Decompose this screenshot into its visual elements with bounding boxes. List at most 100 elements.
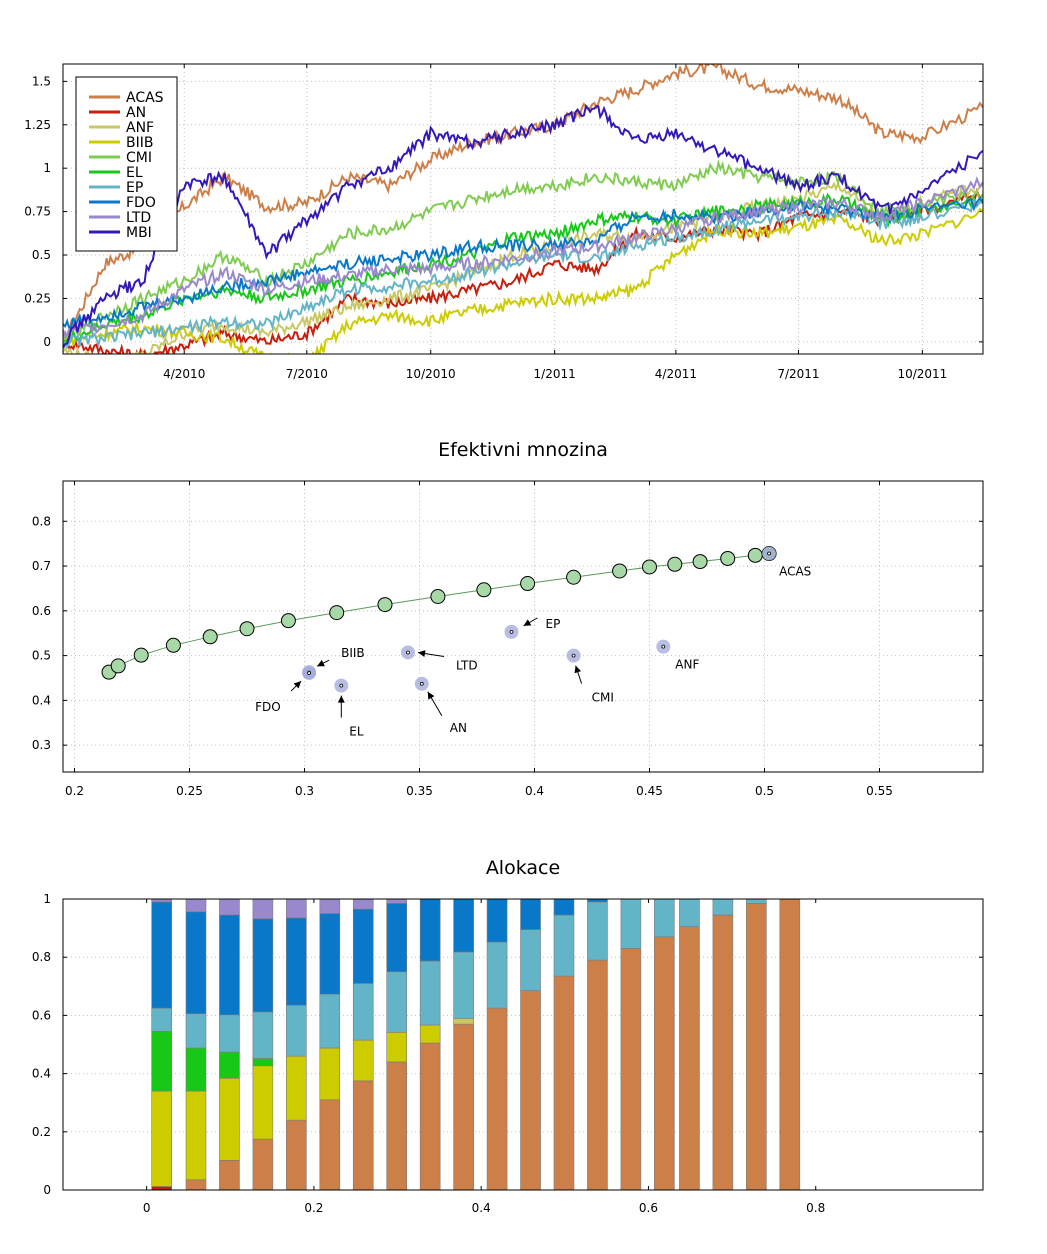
bar-segment-acas <box>286 1119 307 1191</box>
chart2-x-tick-label: 0.4 <box>525 784 544 798</box>
bar-segment-acas <box>386 1061 408 1191</box>
annotation-label-ltd: LTD <box>456 658 478 672</box>
bar-segment-ltd <box>286 898 307 919</box>
frontier-point <box>612 563 628 579</box>
annotation-arrowhead-biib <box>317 659 325 667</box>
frontier-point <box>642 559 657 575</box>
chart2-x-tick-label: 0.5 <box>755 784 774 798</box>
series-line-fdo <box>63 196 983 331</box>
bar-segment-ep <box>620 898 642 949</box>
asset-point-center-ep <box>509 629 514 634</box>
chart3-frame <box>62 898 984 1191</box>
bar-segment-fdo <box>151 901 172 1009</box>
frontier-point <box>747 547 763 563</box>
chart3-y-tick-label: 0.4 <box>32 1067 51 1081</box>
legend-label-cmi: CMI <box>126 150 152 166</box>
bar-segment-fdo <box>319 913 341 995</box>
bar-segment-ep <box>712 898 734 916</box>
chart1-frame <box>62 63 984 355</box>
chart2-x-tick-label: 0.45 <box>636 784 663 798</box>
asset-point-center-fdo <box>307 671 312 675</box>
bar-segment-fdo <box>419 898 441 962</box>
annotation-arrowhead-el <box>337 695 345 703</box>
chart1-y-tick-label: 0.5 <box>32 248 51 262</box>
bar-segment-ep <box>252 1011 274 1059</box>
chart1-y-tick-label: 0.75 <box>24 205 51 219</box>
legend-label-ltd: LTD <box>126 210 151 226</box>
chart2-title: Efektivni mnozina <box>438 439 608 461</box>
bar-segment-ltd <box>219 898 240 916</box>
chart1-y-tick-label: 0 <box>43 335 51 349</box>
chart2-y-tick-label: 0.5 <box>32 649 51 663</box>
bar-segment-ltd <box>319 898 341 914</box>
series-line-ep <box>63 196 983 350</box>
frontier-point <box>110 658 126 674</box>
frontier-point <box>692 554 708 570</box>
bar-segment-ep <box>453 951 474 1019</box>
bar-segment-ep <box>587 901 608 961</box>
bar-segment-ltd <box>185 898 207 913</box>
annotation-label-an: AN <box>450 721 467 735</box>
bar-segment-ltd <box>252 898 274 920</box>
chart3-x-tick-label: 0.6 <box>639 1201 658 1215</box>
chart3-x-tick-label: 0 <box>143 1201 151 1215</box>
bar-segment-acas <box>746 903 767 1191</box>
bar-segment-el <box>252 1058 274 1067</box>
frontier-point <box>566 569 582 585</box>
bar-segment-ep <box>151 1007 172 1032</box>
bar-segment-ep <box>386 971 408 1033</box>
bar-segment-acas <box>219 1160 240 1191</box>
frontier-point <box>430 589 446 605</box>
chart3-x-tick-label: 0.4 <box>472 1201 491 1215</box>
legend-label-fdo: FDO <box>126 195 156 211</box>
frontier-point <box>202 629 218 645</box>
series-line-acas <box>63 64 983 343</box>
bar-segment-acas <box>679 926 700 1191</box>
annotation-arrowhead-an <box>427 691 435 700</box>
legend-label-acas: ACAS <box>126 90 164 106</box>
chart3-y-tick-label: 0 <box>43 1183 51 1197</box>
chart1-x-tick-label: 7/2011 <box>777 367 819 381</box>
asset-point-center-el <box>339 683 344 688</box>
bar-segment-ep <box>286 1004 307 1057</box>
chart2-y-tick-label: 0.3 <box>32 738 51 752</box>
chart1-y-tick-label: 0.25 <box>24 291 51 305</box>
bar-segment-biib <box>185 1090 207 1181</box>
annotation-label-cmi: CMI <box>592 691 614 705</box>
bar-segment-el <box>219 1051 240 1079</box>
chart1-x-tick-label: 4/2011 <box>655 367 697 381</box>
bar-segment-biib <box>352 1039 374 1082</box>
frontier-point <box>476 582 492 598</box>
chart1-x-tick-label: 10/2011 <box>897 367 947 381</box>
bar-segment-ep <box>654 898 675 938</box>
chart2-y-tick-label: 0.8 <box>32 514 51 528</box>
frontier-point <box>280 613 296 629</box>
legend-label-anf: ANF <box>126 120 154 136</box>
legend-label-biib: BIIB <box>126 135 153 151</box>
bar-segment-anf <box>453 1018 474 1025</box>
bar-segment-ltd <box>352 898 374 910</box>
frontier-point <box>520 576 536 592</box>
annotation-arrowhead-fdo <box>293 681 302 689</box>
bar-segment-acas <box>486 1007 508 1191</box>
chart2-x-tick-label: 0.55 <box>866 784 893 798</box>
chart2-x-tick-label: 0.25 <box>176 784 203 798</box>
bar-segment-ep <box>419 960 441 1026</box>
chart2-y-tick-label: 0.4 <box>32 693 51 707</box>
bar-segment-acas <box>553 975 575 1191</box>
annotation-arrowhead-ep <box>523 619 532 626</box>
chart3-y-tick-label: 0.8 <box>32 950 51 964</box>
chart2-frame <box>62 480 984 773</box>
chart2-y-tick-label: 0.6 <box>32 604 51 618</box>
bar-segment-ep <box>352 983 374 1041</box>
bar-segment-acas <box>779 898 801 1191</box>
frontier-point <box>667 556 683 572</box>
bar-segment-fdo <box>352 908 374 984</box>
frontier-point <box>377 597 393 613</box>
frontier-point <box>329 605 345 621</box>
annotation-label-biib: BIIB <box>341 646 365 660</box>
frontier-point <box>720 550 736 566</box>
chart1-y-tick-label: 1.25 <box>24 118 51 132</box>
